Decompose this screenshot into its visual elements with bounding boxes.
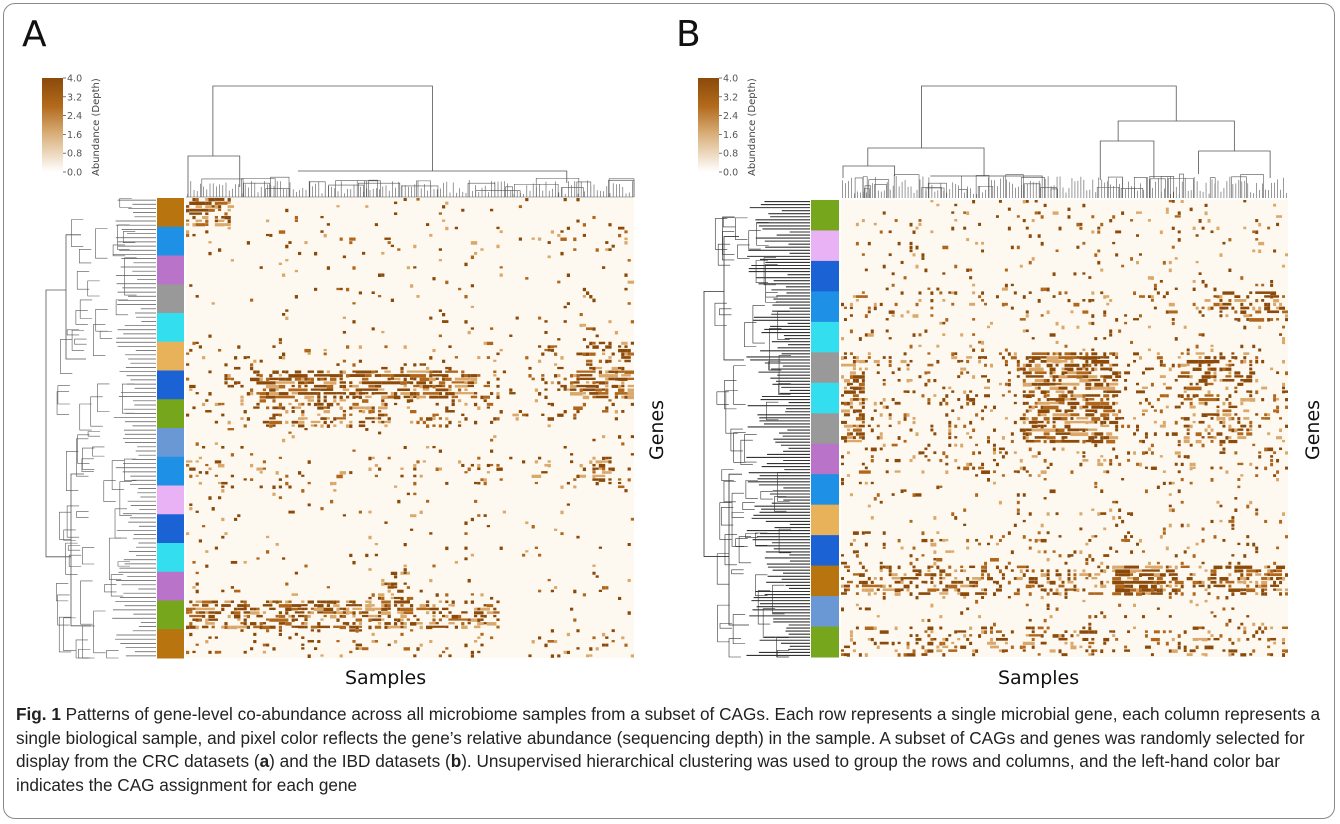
colorbar-tick-label: 2.4 [67, 111, 82, 122]
y-axis-label-b: Genes [1302, 399, 1324, 460]
cag-segment [811, 352, 839, 384]
figure-caption: Fig. 1 Patterns of gene-level co-abundan… [16, 703, 1326, 797]
cag-segment [157, 629, 184, 659]
colorbar-a: 4.0 3.2 2.4 1.6 0.8 0.0 Abundance (Depth) [42, 74, 102, 179]
cag-segment [157, 341, 184, 371]
cag-segment [157, 198, 184, 228]
row-dendrogram-b [703, 200, 810, 658]
cag-segment [811, 321, 839, 353]
cag-segment [811, 200, 839, 231]
panel-letter-b: B [676, 14, 701, 55]
cag-segment [811, 474, 839, 506]
cag-segment [811, 565, 839, 597]
column-dendrogram-b [842, 85, 1287, 198]
cag-segment [157, 485, 184, 515]
cag-segment [811, 413, 839, 445]
caption-text-3: ). Unsupervised hierarchical clustering … [16, 751, 1280, 795]
cag-segment [811, 535, 839, 567]
x-axis-label-b: Samples [998, 667, 1080, 689]
cag-segment [811, 291, 839, 323]
cag-segment [157, 226, 184, 256]
cag-segment [157, 399, 184, 429]
colorbar-tick-label: 4.0 [67, 74, 82, 85]
cag-segment [157, 255, 184, 285]
caption-label: Fig. 1 [16, 704, 61, 724]
colorbar-tick-label: 2.4 [723, 111, 738, 122]
colorbar-b: 4.0 3.2 2.4 1.6 0.8 0.0 Abundance (Depth) [698, 74, 758, 179]
panel-letter-a: A [22, 14, 47, 55]
colorbar-label-a: Abundance (Depth) [91, 78, 102, 176]
cag-segment [157, 313, 184, 343]
caption-ref-a: a [259, 751, 270, 772]
caption-text-1: Patterns of gene-level co-abundance acro… [16, 704, 1321, 772]
cag-segment [811, 626, 839, 658]
cag-segment [157, 543, 184, 573]
row-dendrogram-a [45, 198, 156, 659]
clustermap-a: 4.0 3.2 2.4 1.6 0.8 0.0 Abundance (Depth) [42, 74, 635, 659]
x-axis-label-a: Samples [345, 667, 427, 689]
cag-segment [157, 370, 184, 400]
cag-segment [811, 382, 839, 414]
colorbar-tick-label: 0.0 [67, 168, 82, 179]
colorbar-tick-label: 1.6 [67, 130, 82, 141]
colorbar-tick-label: 0.0 [723, 168, 738, 179]
cag-color-bar-b [811, 200, 839, 658]
cag-segment [157, 284, 184, 314]
cag-color-bar-a [157, 198, 184, 659]
cag-segment [811, 504, 839, 536]
cag-segment [811, 260, 839, 292]
colorbar-tick-label: 3.2 [67, 92, 82, 103]
colorbar-label-b: Abundance (Depth) [747, 78, 758, 176]
heatmap-b [841, 200, 1288, 657]
colorbar-tick-label: 0.8 [723, 149, 738, 160]
colorbar-tick-label: 1.6 [723, 130, 738, 141]
colorbar-tick-label: 0.8 [67, 149, 82, 160]
cag-segment [811, 443, 839, 475]
colorbar-tick-label: 3.2 [723, 92, 738, 103]
clustermap-b: 4.0 3.2 2.4 1.6 0.8 0.0 Abundance (Depth) [698, 74, 1288, 658]
cag-segment [157, 456, 184, 486]
caption-ref-b: b [450, 751, 462, 772]
cag-segment [157, 600, 184, 630]
cag-segment [157, 571, 184, 601]
colorbar-tick-label: 4.0 [723, 74, 738, 85]
column-dendrogram-a [186, 85, 635, 198]
figure-frame [3, 3, 1335, 819]
cag-segment [157, 428, 184, 458]
cag-segment [811, 230, 839, 262]
heatmap-a [186, 198, 634, 658]
caption-text-2: ) and the IBD datasets ( [269, 751, 451, 772]
cag-segment [811, 596, 839, 628]
cag-segment [157, 514, 184, 544]
